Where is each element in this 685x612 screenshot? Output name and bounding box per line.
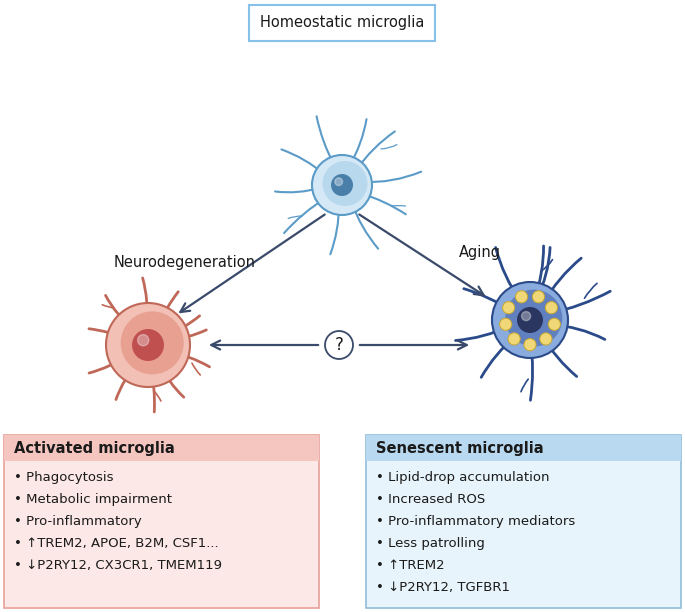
Circle shape	[106, 303, 190, 387]
Circle shape	[121, 312, 184, 375]
Text: • Phagocytosis: • Phagocytosis	[14, 471, 114, 484]
Circle shape	[508, 333, 520, 345]
Circle shape	[503, 302, 514, 314]
Circle shape	[540, 333, 552, 345]
Circle shape	[331, 174, 353, 196]
FancyBboxPatch shape	[366, 435, 681, 461]
FancyBboxPatch shape	[366, 435, 681, 608]
Text: • ↑TREM2, APOE, B2M, CSF1...: • ↑TREM2, APOE, B2M, CSF1...	[14, 537, 219, 550]
Circle shape	[499, 318, 512, 330]
Circle shape	[524, 338, 536, 351]
Circle shape	[138, 335, 149, 346]
Circle shape	[323, 161, 367, 206]
Circle shape	[545, 302, 558, 314]
Text: • Metabolic impairment: • Metabolic impairment	[14, 493, 172, 506]
Text: ?: ?	[334, 336, 343, 354]
Text: Aging: Aging	[459, 245, 501, 259]
FancyBboxPatch shape	[249, 5, 435, 41]
Circle shape	[492, 282, 568, 358]
Text: • Less patrolling: • Less patrolling	[376, 537, 485, 550]
Circle shape	[532, 291, 545, 303]
Circle shape	[517, 307, 543, 333]
Text: • ↓P2RY12, TGFBR1: • ↓P2RY12, TGFBR1	[376, 581, 510, 594]
Text: • ↓P2RY12, CX3CR1, TMEM119: • ↓P2RY12, CX3CR1, TMEM119	[14, 559, 222, 572]
Circle shape	[506, 289, 562, 346]
Circle shape	[325, 331, 353, 359]
Text: • ↑TREM2: • ↑TREM2	[376, 559, 445, 572]
Text: Senescent microglia: Senescent microglia	[376, 441, 544, 455]
Text: • Increased ROS: • Increased ROS	[376, 493, 485, 506]
Circle shape	[312, 155, 372, 215]
Text: • Pro-inflammatory mediators: • Pro-inflammatory mediators	[376, 515, 575, 528]
Circle shape	[521, 312, 531, 321]
Text: Activated microglia: Activated microglia	[14, 441, 175, 455]
FancyBboxPatch shape	[4, 435, 319, 461]
Text: Homeostatic microglia: Homeostatic microglia	[260, 15, 424, 31]
Circle shape	[132, 329, 164, 361]
Circle shape	[335, 178, 342, 185]
Text: Neurodegeneration: Neurodegeneration	[114, 255, 256, 269]
Circle shape	[548, 318, 560, 330]
Text: • Lipid-drop accumulation: • Lipid-drop accumulation	[376, 471, 549, 484]
Text: • Pro-inflammatory: • Pro-inflammatory	[14, 515, 142, 528]
Circle shape	[516, 291, 527, 303]
FancyBboxPatch shape	[4, 435, 319, 608]
